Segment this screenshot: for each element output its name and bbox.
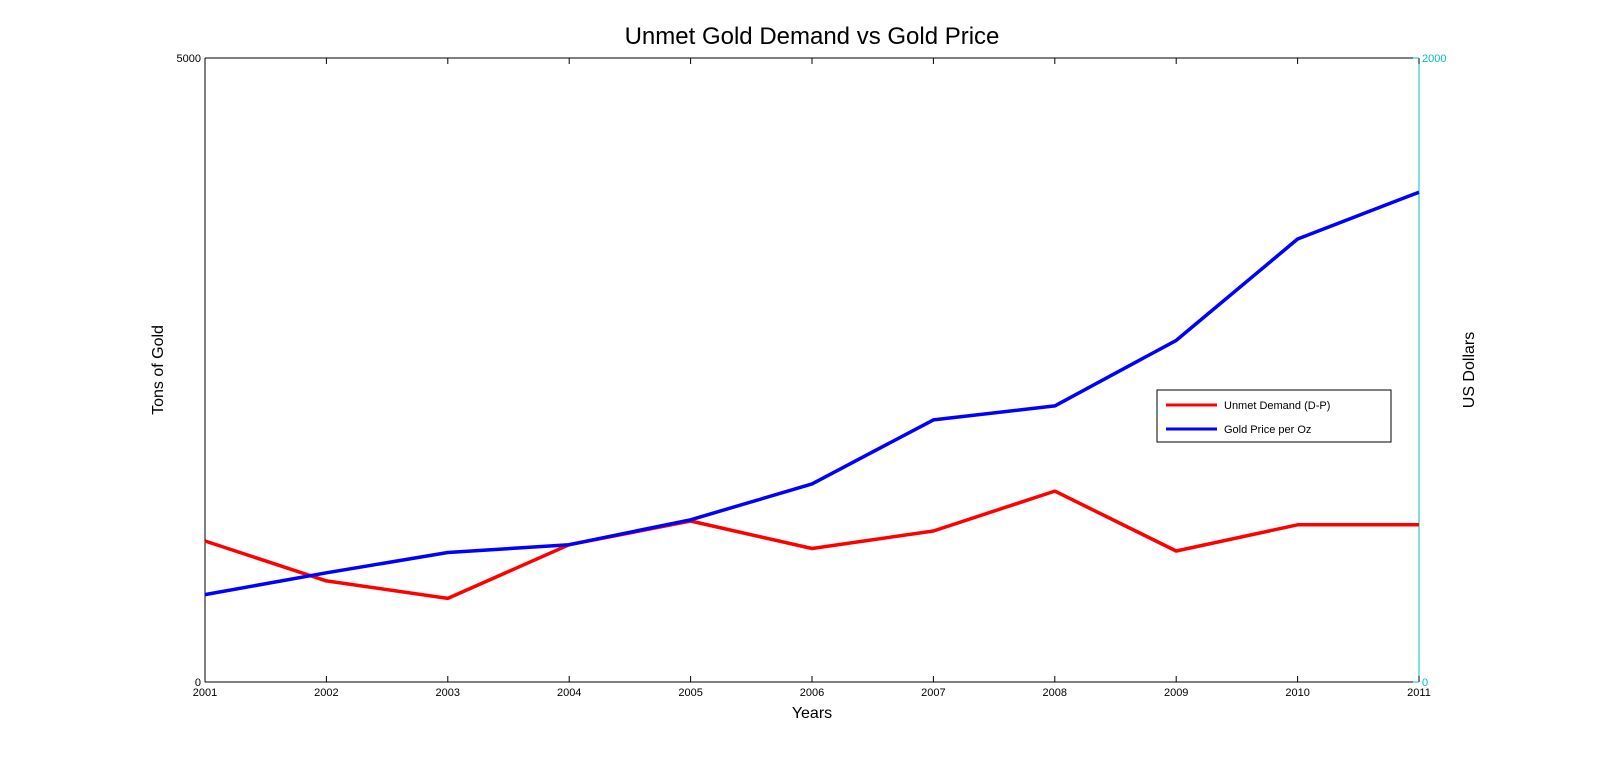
legend-label-unmet-demand: Unmet Demand (D-P) — [1224, 400, 1330, 412]
y-left-tick-label: 5000 — [177, 53, 201, 65]
chart-title: Unmet Gold Demand vs Gold Price — [625, 23, 1000, 50]
x-tick-label: 2009 — [1164, 687, 1188, 699]
axes: 2001 2002 2003 2004 2005 2006 2007 2008 2009 2010… — [177, 53, 1447, 699]
y-axis-left-title: Tons of Gold — [150, 325, 167, 415]
x-tick-label: 2011 — [1407, 687, 1431, 699]
x-tick-label: 2001 — [193, 687, 217, 699]
x-tick-label: 2004 — [557, 687, 581, 699]
x-tick-label: 2006 — [800, 687, 824, 699]
x-tick-label: 2002 — [314, 687, 338, 699]
x-tick-label: 2008 — [1043, 687, 1067, 699]
x-tick-label: 2005 — [678, 687, 702, 699]
series-line-gold-price — [204, 190, 1420, 597]
plot-area — [205, 58, 1419, 682]
legend-box — [1156, 389, 1392, 443]
series-lines — [204, 190, 1420, 601]
series-line-unmet-demand — [204, 489, 1419, 601]
x-tick-label: 2007 — [921, 687, 945, 699]
y-right-tick-label: 2000 — [1422, 53, 1446, 65]
y-right-tick-label: 0 — [1422, 677, 1428, 689]
x-tick-label: 2003 — [436, 687, 460, 699]
legend: Unmet Demand (D-P) Gold Price per Oz — [1156, 389, 1392, 443]
x-tick-label: 2010 — [1285, 687, 1309, 699]
x-axis-title: Years — [792, 705, 832, 722]
legend-label-gold-price: Gold Price per Oz — [1224, 424, 1311, 436]
y-axis-right-title: US Dollars — [1461, 332, 1478, 408]
y-left-tick-label: 0 — [195, 677, 201, 689]
